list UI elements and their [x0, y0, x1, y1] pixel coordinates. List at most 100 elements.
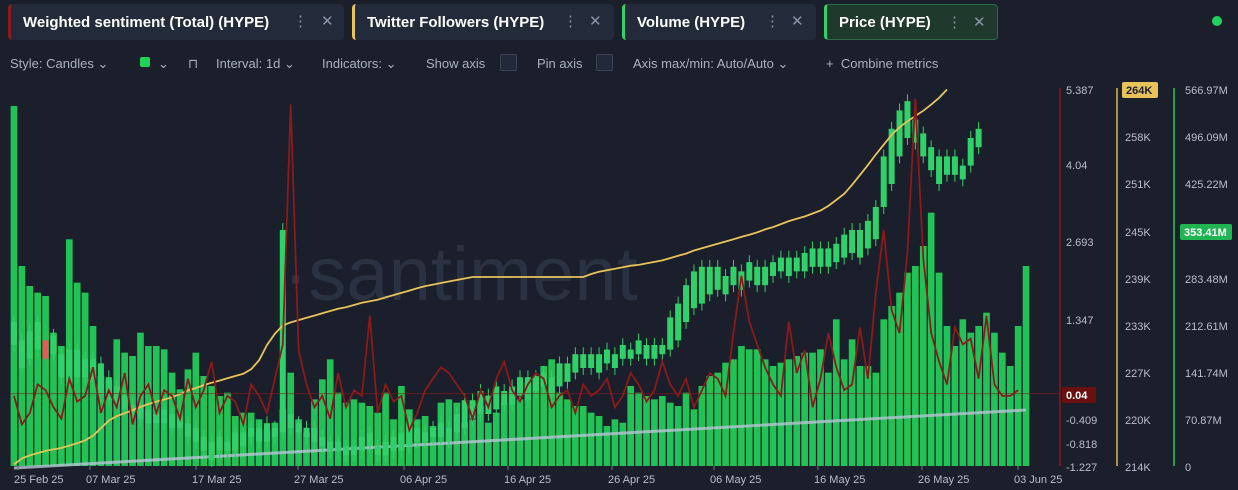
live-status-indicator: [1212, 16, 1222, 26]
price-candle: [967, 138, 974, 166]
price-candle: [113, 386, 120, 405]
volume-bar: [912, 265, 919, 466]
more-icon[interactable]: ⋮: [563, 13, 578, 30]
close-icon[interactable]: ✕: [973, 14, 986, 31]
price-candle: [619, 345, 626, 359]
axis-maxmin-dropdown[interactable]: Axis max/min: Auto/Auto ⌄: [633, 56, 788, 72]
volume-bar: [382, 392, 389, 466]
volume-bar: [666, 402, 674, 466]
close-icon[interactable]: ✕: [321, 13, 334, 30]
trend-line: [13, 408, 1027, 470]
price-candle: [841, 234, 848, 258]
price-candle: [516, 377, 524, 396]
price-candle: [572, 354, 579, 373]
x-tick-label: 17 Mar 25: [192, 474, 242, 486]
volume-bar: [753, 349, 761, 466]
volume-bar: [706, 375, 714, 466]
price-candle: [50, 335, 57, 355]
volume-bar: [714, 372, 721, 466]
color-swatch[interactable]: [140, 57, 150, 67]
volume-bar: [832, 319, 840, 466]
combine-metrics-button[interactable]: + Combine metrics: [826, 56, 938, 71]
price-candle: [746, 262, 753, 281]
followers-current-badge-text: 264K: [1126, 85, 1152, 97]
tab-price[interactable]: Price (HYPE) ⋮ ✕: [824, 4, 998, 40]
pin-axis-checkbox[interactable]: [596, 54, 613, 71]
price-candle: [374, 446, 381, 456]
price-candle: [532, 377, 539, 391]
volume-bar: [935, 272, 943, 466]
indicators-dropdown[interactable]: Indicators: ⌄: [322, 56, 397, 72]
volume-bar: [856, 365, 864, 466]
volume-bar: [50, 332, 57, 466]
price-candle: [675, 303, 682, 341]
volume-bar: [1022, 265, 1030, 466]
price-candle: [785, 257, 792, 276]
plus-icon: +: [826, 56, 834, 71]
followers-tick-label: 220K: [1125, 415, 1151, 427]
volume-bar: [342, 402, 350, 466]
price-candle: [888, 128, 895, 184]
volume-bar: [738, 345, 745, 466]
price-candle: [137, 404, 144, 419]
metric-tabs: Weighted sentiment (Total) (HYPE) ⋮ ✕ Tw…: [0, 0, 1238, 42]
tab-twitter-followers[interactable]: Twitter Followers (HYPE) ⋮ ✕: [352, 4, 614, 40]
followers-tick-label: 233K: [1125, 321, 1151, 333]
price-candle: [430, 427, 437, 437]
price-candle: [327, 441, 334, 451]
price-candle: [18, 340, 25, 368]
sentiment-tick-label: -0.409: [1066, 415, 1097, 427]
interval-dropdown[interactable]: Interval: 1d ⌄: [216, 56, 295, 72]
followers-tick-label: 251K: [1125, 179, 1151, 191]
tab-volume[interactable]: Volume (HYPE) ⋮ ✕: [622, 4, 816, 40]
sentiment-tick-label: -1.227: [1066, 462, 1097, 474]
volume-bar: [809, 352, 816, 466]
style-dropdown[interactable]: Style: Candles ⌄: [10, 56, 108, 72]
price-candle: [793, 257, 800, 272]
price-candle: [74, 349, 81, 378]
volume-bar: [334, 392, 342, 466]
price-candle: [683, 285, 690, 322]
price-candle: [928, 147, 935, 171]
watermark: ·santiment: [283, 232, 638, 317]
price-candle: [445, 427, 452, 442]
followers-tick-label: 258K: [1125, 132, 1151, 144]
price-candle: [382, 441, 389, 456]
volume-tick-label: 566.97M: [1185, 85, 1228, 97]
volume-bar: [540, 365, 548, 466]
volume-tick-label: 212.61M: [1185, 321, 1228, 333]
show-axis-checkbox[interactable]: [500, 54, 517, 71]
price-candle: [398, 432, 405, 451]
tab-label: Twitter Followers (HYPE): [367, 13, 545, 31]
price-candle: [287, 414, 294, 428]
more-icon[interactable]: ⋮: [765, 13, 780, 30]
price-candle: [208, 441, 215, 460]
tab-weighted-sentiment[interactable]: Weighted sentiment (Total) (HYPE) ⋮ ✕: [8, 4, 344, 40]
volume-tick-label: 283.48M: [1185, 274, 1228, 286]
price-candle: [556, 363, 563, 387]
price-candle: [690, 271, 697, 309]
price-candle: [200, 437, 207, 451]
sentiment-tick-label: 1.347: [1066, 315, 1094, 327]
price-candle: [714, 266, 721, 290]
volume-bar: [627, 385, 635, 466]
price-candle: [754, 266, 761, 286]
chevron-down-icon[interactable]: ⌄: [158, 56, 169, 71]
sentiment-tick-label: 2.693: [1066, 237, 1094, 249]
price-candle: [66, 349, 73, 382]
price-candle: [97, 363, 104, 396]
volume-bar: [26, 285, 34, 466]
more-icon[interactable]: ⋮: [293, 13, 308, 30]
close-icon[interactable]: ✕: [791, 13, 804, 30]
volume-bar: [880, 319, 888, 466]
price-candle: [153, 414, 160, 424]
price-candle: [643, 345, 650, 359]
price-candle: [770, 262, 777, 276]
price-candle: [706, 266, 713, 295]
close-icon[interactable]: ✕: [589, 13, 602, 30]
volume-bar: [927, 212, 935, 466]
x-tick-label: 16 May 25: [814, 474, 865, 486]
volume-bar: [919, 245, 927, 466]
more-icon[interactable]: ⋮: [947, 14, 962, 31]
